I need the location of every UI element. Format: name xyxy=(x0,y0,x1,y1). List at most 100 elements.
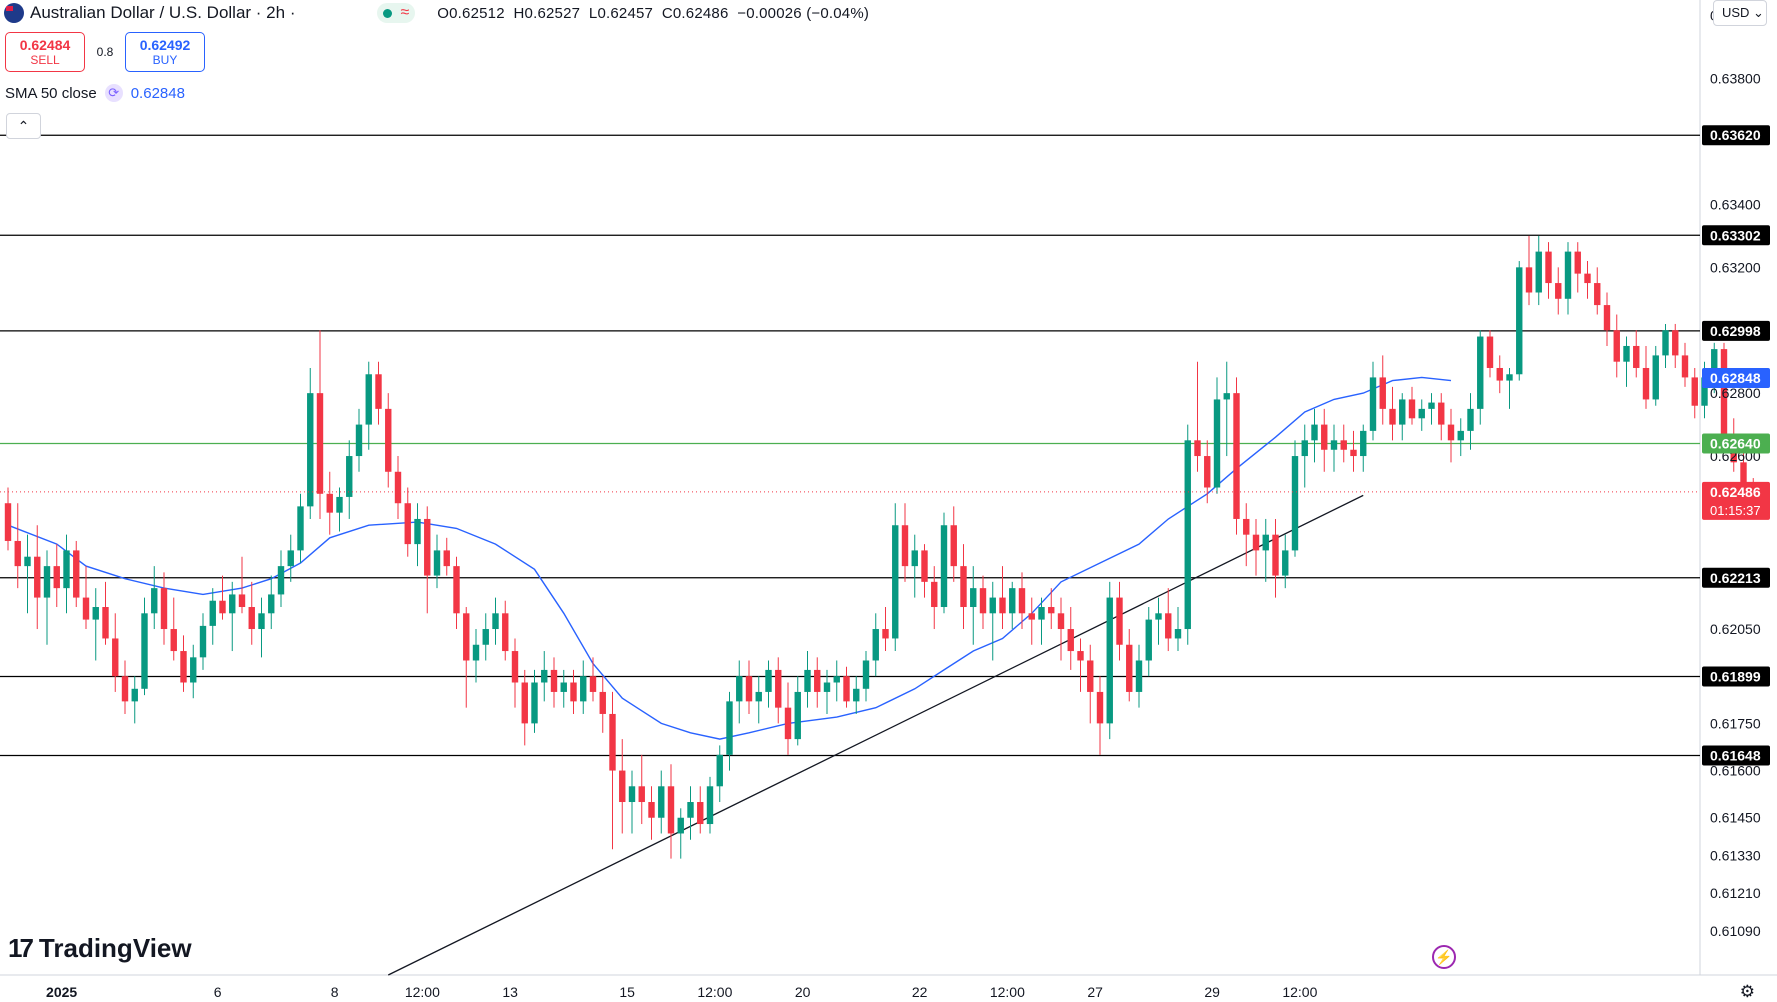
settings-gear-icon[interactable]: ⚙ xyxy=(1739,982,1755,1001)
sma-label: SMA 50 close xyxy=(5,84,97,102)
lightning-icon[interactable]: ⚡ xyxy=(1432,945,1456,969)
candle-body xyxy=(1165,613,1172,639)
countdown-timer: 01:15:37 xyxy=(1710,503,1761,518)
candle-body xyxy=(131,688,138,702)
candle-body xyxy=(1330,440,1338,450)
low-value: L0.62457 xyxy=(588,4,654,22)
candle-body xyxy=(219,600,226,614)
candle-body xyxy=(160,588,168,630)
candle-body xyxy=(121,676,129,702)
candle-body xyxy=(326,493,333,513)
candle-body xyxy=(892,525,899,639)
candle-body xyxy=(599,691,606,714)
candle-body xyxy=(872,629,879,661)
time-tick-label: 12:00 xyxy=(1282,984,1317,1000)
aud-usd-flag-icon xyxy=(4,3,24,23)
candle-body xyxy=(297,506,304,551)
candle-body xyxy=(229,594,236,614)
market-status-pill[interactable]: ≈ xyxy=(377,3,416,23)
sma-legend[interactable]: SMA 50 close ⟳ 0.62848 xyxy=(5,84,185,102)
trade-buttons: 0.62484 SELL 0.8 0.62492 BUY xyxy=(5,32,205,72)
buy-price: 0.62492 xyxy=(139,37,191,53)
candle-body xyxy=(1291,456,1299,551)
time-tick-label: 12:00 xyxy=(990,984,1025,1000)
candle-body xyxy=(628,786,636,803)
candle-body xyxy=(1672,330,1679,356)
candle-body xyxy=(882,629,889,639)
sell-button[interactable]: 0.62484 SELL xyxy=(5,32,85,72)
candle-body xyxy=(385,408,392,472)
price-axis[interactable]: 0.640000.638000.634000.632000.628000.626… xyxy=(1702,8,1770,939)
candle-body xyxy=(706,786,714,825)
candle-body xyxy=(82,597,90,620)
candle-body xyxy=(940,525,948,608)
candle-body xyxy=(1038,607,1045,620)
candle-body xyxy=(472,644,480,661)
candle-body xyxy=(589,676,597,692)
candle-body xyxy=(268,594,275,614)
candle-body xyxy=(102,607,109,639)
open-value: O0.62512 xyxy=(437,4,505,22)
level-price-tag-bg xyxy=(1702,320,1770,341)
candle-body xyxy=(580,676,587,702)
candle-body xyxy=(1486,336,1494,368)
price-tick-label: 0.63400 xyxy=(1710,196,1761,212)
candle-body xyxy=(1096,691,1104,724)
time-axis[interactable]: 2025 6 8 12:00 13 15 12:00 20 22 12:00 27 29 12:00 xyxy=(46,984,1318,1000)
candle-body xyxy=(736,676,743,702)
candle-body xyxy=(1340,440,1347,450)
price-tick-label: 0.61450 xyxy=(1710,810,1761,826)
candle-body xyxy=(843,676,850,702)
refresh-icon[interactable]: ⟳ xyxy=(104,84,123,102)
level-price-tag: 0.61899 xyxy=(1710,669,1761,685)
tradingview-logo[interactable]: 17 TradingView xyxy=(8,933,192,964)
currency-selector[interactable]: USD ⌄ xyxy=(1713,0,1767,26)
candle-body xyxy=(1272,534,1279,576)
candle-body xyxy=(1057,613,1065,630)
candle-body xyxy=(404,503,411,545)
level-price-tag-bg xyxy=(1702,567,1770,588)
candle-body xyxy=(1009,588,1016,614)
candle-body xyxy=(1428,402,1435,409)
candle-body xyxy=(1369,377,1377,431)
chart-legend: Australian Dollar / U.S. Dollar · 2h · ≈… xyxy=(0,0,869,26)
time-tick-label: 12:00 xyxy=(405,984,440,1000)
candle-body xyxy=(1301,440,1308,457)
sma-value: 0.62848 xyxy=(130,84,185,102)
candle-body xyxy=(238,594,246,608)
candle-body xyxy=(1389,408,1396,425)
candle-body xyxy=(726,701,733,755)
buy-button[interactable]: 0.62492 BUY xyxy=(125,32,205,72)
candle-body xyxy=(531,682,538,724)
sell-price: 0.62484 xyxy=(19,37,71,53)
candle-body xyxy=(1135,660,1143,692)
candle-body xyxy=(1126,644,1133,692)
candle-body xyxy=(1574,251,1581,274)
collapse-legend-button[interactable]: ⌃ xyxy=(6,113,41,139)
currency-label: USD ⌄ xyxy=(1722,5,1764,20)
price-tick-label: 0.61600 xyxy=(1710,763,1761,779)
candle-body xyxy=(424,518,431,576)
spread-value: 0.8 xyxy=(96,45,114,59)
candle-body xyxy=(1555,283,1562,299)
ascending-trendline xyxy=(387,494,1364,976)
candle-body xyxy=(209,600,216,626)
time-tick-label: 29 xyxy=(1204,984,1220,1000)
candle-body xyxy=(1633,345,1640,368)
data-wave-icon: ≈ xyxy=(400,4,410,21)
candles xyxy=(4,235,1757,859)
level-price-tag: 0.62998 xyxy=(1710,323,1761,339)
buy-label: BUY xyxy=(152,53,178,67)
candle-body xyxy=(1438,402,1445,425)
candle-body xyxy=(365,374,372,425)
time-tick-label: 2025 xyxy=(46,984,77,1000)
candle-body xyxy=(414,518,421,545)
time-tick-label: 6 xyxy=(214,984,222,1000)
price-axis-separator xyxy=(0,0,1777,976)
candle-body xyxy=(550,669,558,692)
candle-body xyxy=(833,676,840,683)
candle-body xyxy=(453,566,460,614)
symbol-title[interactable]: Australian Dollar / U.S. Dollar · 2h · xyxy=(30,3,296,22)
logo-text: TradingView xyxy=(38,933,192,963)
